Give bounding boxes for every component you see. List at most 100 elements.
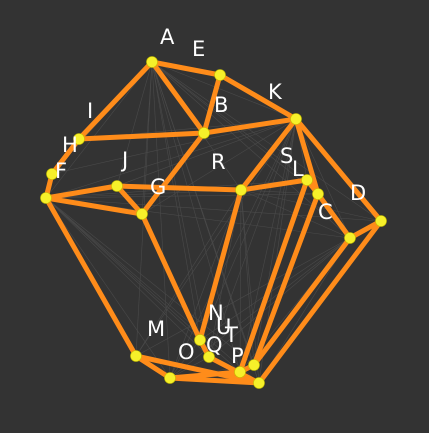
edge-S-T	[237, 177, 310, 375]
label-A: A	[160, 25, 175, 49]
mesh-line	[45, 197, 201, 341]
edge-B-K	[201, 116, 299, 136]
vertex-labels: A B C D E F G H I J K L M N O P Q R S T …	[55, 25, 366, 368]
label-B: B	[214, 93, 228, 117]
vertex-T	[234, 366, 246, 378]
mesh-line	[151, 61, 351, 239]
mesh-line	[45, 197, 241, 373]
label-Q: Q	[206, 333, 223, 357]
label-J: J	[120, 148, 128, 172]
edge-R-N	[197, 187, 244, 343]
vertex-Q	[203, 351, 215, 363]
mesh-line	[135, 237, 351, 357]
mesh-line	[151, 61, 241, 373]
edge-R-S	[238, 177, 310, 193]
mesh-line	[45, 118, 297, 199]
vertex-E	[214, 69, 226, 81]
label-P: P	[231, 344, 244, 368]
edge-I-B	[76, 130, 207, 142]
mesh-line	[45, 197, 382, 222]
label-C: C	[318, 200, 333, 224]
edge-K-R	[238, 116, 299, 193]
vertex-B	[198, 127, 210, 139]
mesh-line	[169, 339, 201, 379]
label-H: H	[62, 133, 78, 157]
edge-E-K	[217, 72, 299, 122]
mesh-line	[253, 118, 297, 366]
vertex-K	[290, 113, 302, 125]
edge-L-U	[251, 191, 321, 368]
vertex-H	[46, 168, 58, 180]
label-L: L	[292, 157, 304, 181]
mesh-line	[240, 189, 260, 384]
edge-F-J	[43, 183, 120, 201]
edge-I-H	[49, 136, 82, 177]
edge-O-T	[167, 369, 243, 381]
vertex-P	[253, 377, 265, 389]
label-U: U	[216, 315, 231, 339]
mesh-line	[45, 193, 319, 199]
mesh-line	[151, 61, 382, 222]
label-D: D	[350, 181, 366, 205]
label-M: M	[147, 317, 165, 341]
edge-E-B	[201, 72, 223, 136]
edge-K-D	[293, 116, 384, 224]
mesh-line	[151, 61, 210, 358]
label-F: F	[55, 159, 67, 183]
vertex-A	[146, 56, 158, 68]
edge-F-G	[43, 195, 145, 217]
mesh-line	[45, 197, 260, 384]
label-I: I	[87, 99, 93, 123]
mesh-line	[151, 61, 201, 341]
label-T: T	[224, 323, 238, 347]
vertex-U	[248, 359, 260, 371]
mesh-line	[116, 118, 297, 187]
mesh-line	[45, 61, 153, 199]
mesh-line	[199, 237, 351, 341]
label-R: R	[211, 150, 226, 174]
label-N: N	[208, 301, 224, 325]
vertex-N	[194, 334, 206, 346]
mesh-line	[199, 118, 297, 341]
edge-D-P	[256, 218, 384, 386]
edge-G-N	[139, 211, 203, 343]
mesh-line	[135, 118, 297, 357]
edge-A-E	[149, 59, 223, 78]
vertex-J	[111, 180, 123, 192]
mesh-line	[45, 197, 255, 366]
label-O: O	[178, 340, 195, 364]
polyhedron-edges	[43, 59, 384, 386]
edge-C-U	[251, 235, 353, 368]
mesh-line	[239, 118, 297, 373]
edge-J-G	[114, 183, 145, 217]
mesh-line	[45, 197, 210, 358]
vertex-M	[130, 350, 142, 362]
label-S: S	[280, 144, 293, 168]
label-E: E	[192, 37, 205, 61]
mesh-line	[169, 189, 242, 379]
mesh-line	[135, 189, 242, 357]
mesh-line	[116, 61, 153, 187]
edge-Q-P	[206, 354, 262, 386]
mesh-line	[51, 118, 297, 175]
vertex-D	[375, 215, 387, 227]
mesh-line	[45, 197, 171, 379]
edge-B-G	[139, 130, 207, 217]
mesh-line	[239, 189, 242, 373]
vertex-I	[73, 133, 85, 145]
mesh-line	[240, 189, 382, 222]
vertex-F	[40, 192, 52, 204]
edge-M-P	[133, 353, 262, 386]
mesh-line	[169, 118, 297, 379]
edge-K-L	[293, 116, 321, 197]
vertex-C	[344, 232, 356, 244]
edge-A-B	[149, 59, 207, 136]
mesh-line	[141, 118, 297, 215]
label-K: K	[268, 80, 283, 104]
vertex-L	[312, 188, 324, 200]
vertex-R	[235, 184, 247, 196]
mesh-line	[151, 61, 297, 120]
vertex-O	[164, 372, 176, 384]
